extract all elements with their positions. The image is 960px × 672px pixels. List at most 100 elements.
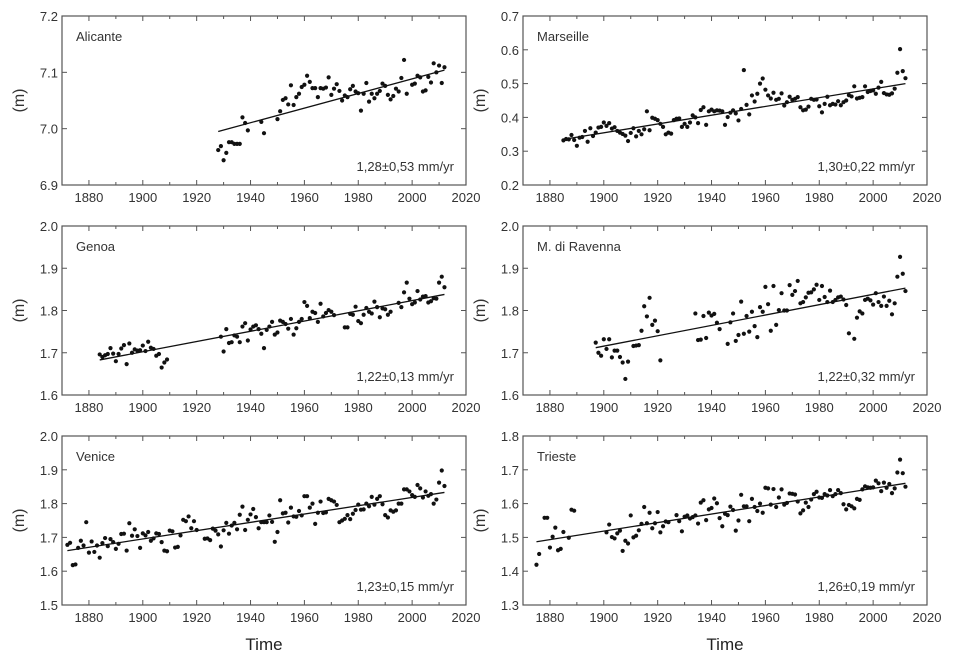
data-point [286,326,291,331]
data-point [407,296,412,301]
data-point [372,502,377,507]
data-point [607,337,612,342]
data-point [677,116,682,121]
x-tick-label: 1880 [535,610,564,625]
data-point [744,102,749,107]
y-tick-label: 1.5 [501,530,519,545]
data-point [143,533,148,538]
data-point [873,291,878,296]
data-point [364,80,369,86]
data-point [213,528,218,533]
x-tick-label: 2020 [913,610,942,625]
data-point [283,96,288,101]
data-point [415,288,420,294]
data-point [146,339,151,344]
data-point [92,549,97,555]
y-tick-label: 1.6 [40,388,58,403]
y-tick-label: 1.9 [501,261,519,276]
data-point [593,340,598,345]
y-tick-label: 2.0 [501,219,519,234]
data-point [706,310,711,315]
data-point [423,294,428,299]
data-point [291,102,296,108]
x-tick-label: 1900 [589,190,618,205]
data-point [226,531,232,536]
y-tick-label: 1.7 [40,346,58,361]
data-point [887,481,892,487]
data-point [224,150,229,155]
data-point [825,493,830,498]
data-point [639,521,644,526]
data-point [666,520,671,525]
x-tick-label: 1940 [236,400,265,415]
data-point [318,499,323,504]
plot-frame [522,15,928,186]
data-point [434,296,439,301]
data-point [887,298,892,303]
y-tick-label: 1.3 [501,598,519,613]
data-point [749,93,755,98]
data-point [275,330,280,335]
data-point [302,299,307,305]
data-point [720,109,725,114]
data-point [553,525,558,530]
data-point [237,512,242,517]
y-tick-label: 1.6 [40,564,58,579]
data-point [401,57,407,63]
data-point [879,79,884,85]
data-point [860,311,865,316]
data-point [725,114,730,120]
data-point [361,91,366,96]
data-point [245,128,250,133]
data-point [418,297,423,302]
data-point [795,95,800,100]
data-point [385,92,390,97]
data-point [636,128,641,134]
data-point [442,483,447,489]
trend-line [536,482,906,543]
station-label: Trieste [537,449,576,464]
data-point [420,495,426,500]
data-point [760,76,765,81]
x-axis-label-right: Time [706,635,743,654]
data-point [620,548,625,554]
data-point [897,47,903,52]
data-point [897,457,903,462]
data-point [361,312,366,317]
trend-rate-annotation: 1,28±0,53 mm/yr [357,159,455,174]
data-point [625,541,631,546]
data-point [350,83,355,88]
data-point [315,319,320,325]
panel-trieste: 1880 1900 1920 1940 1960 1980 2000 2020 1.3 1.4 1.… [472,429,941,625]
data-point [380,502,385,507]
data-point [164,549,170,554]
data-point [836,487,841,493]
data-point [647,510,652,515]
data-point [439,80,444,86]
data-point [803,500,808,505]
data-point [747,519,752,524]
data-point [288,316,294,322]
data-point [329,309,334,314]
data-point [221,528,226,533]
data-point [81,543,86,548]
data-point [787,283,792,288]
data-point [868,298,873,303]
data-point [162,360,167,365]
data-point [170,529,175,534]
data-point [401,290,407,295]
data-point [658,358,663,363]
data-point [736,518,741,523]
data-point [302,82,307,87]
data-point [127,341,132,346]
data-point [768,502,773,507]
data-point [264,520,269,525]
data-point [342,516,347,521]
data-point [307,79,312,85]
data-point [124,362,129,367]
trend-rate-annotation: 1,23±0,15 mm/yr [357,579,455,594]
data-point [660,524,666,529]
y-tick-label: 1.9 [40,261,58,276]
data-point [423,489,428,494]
data-point [116,541,121,546]
